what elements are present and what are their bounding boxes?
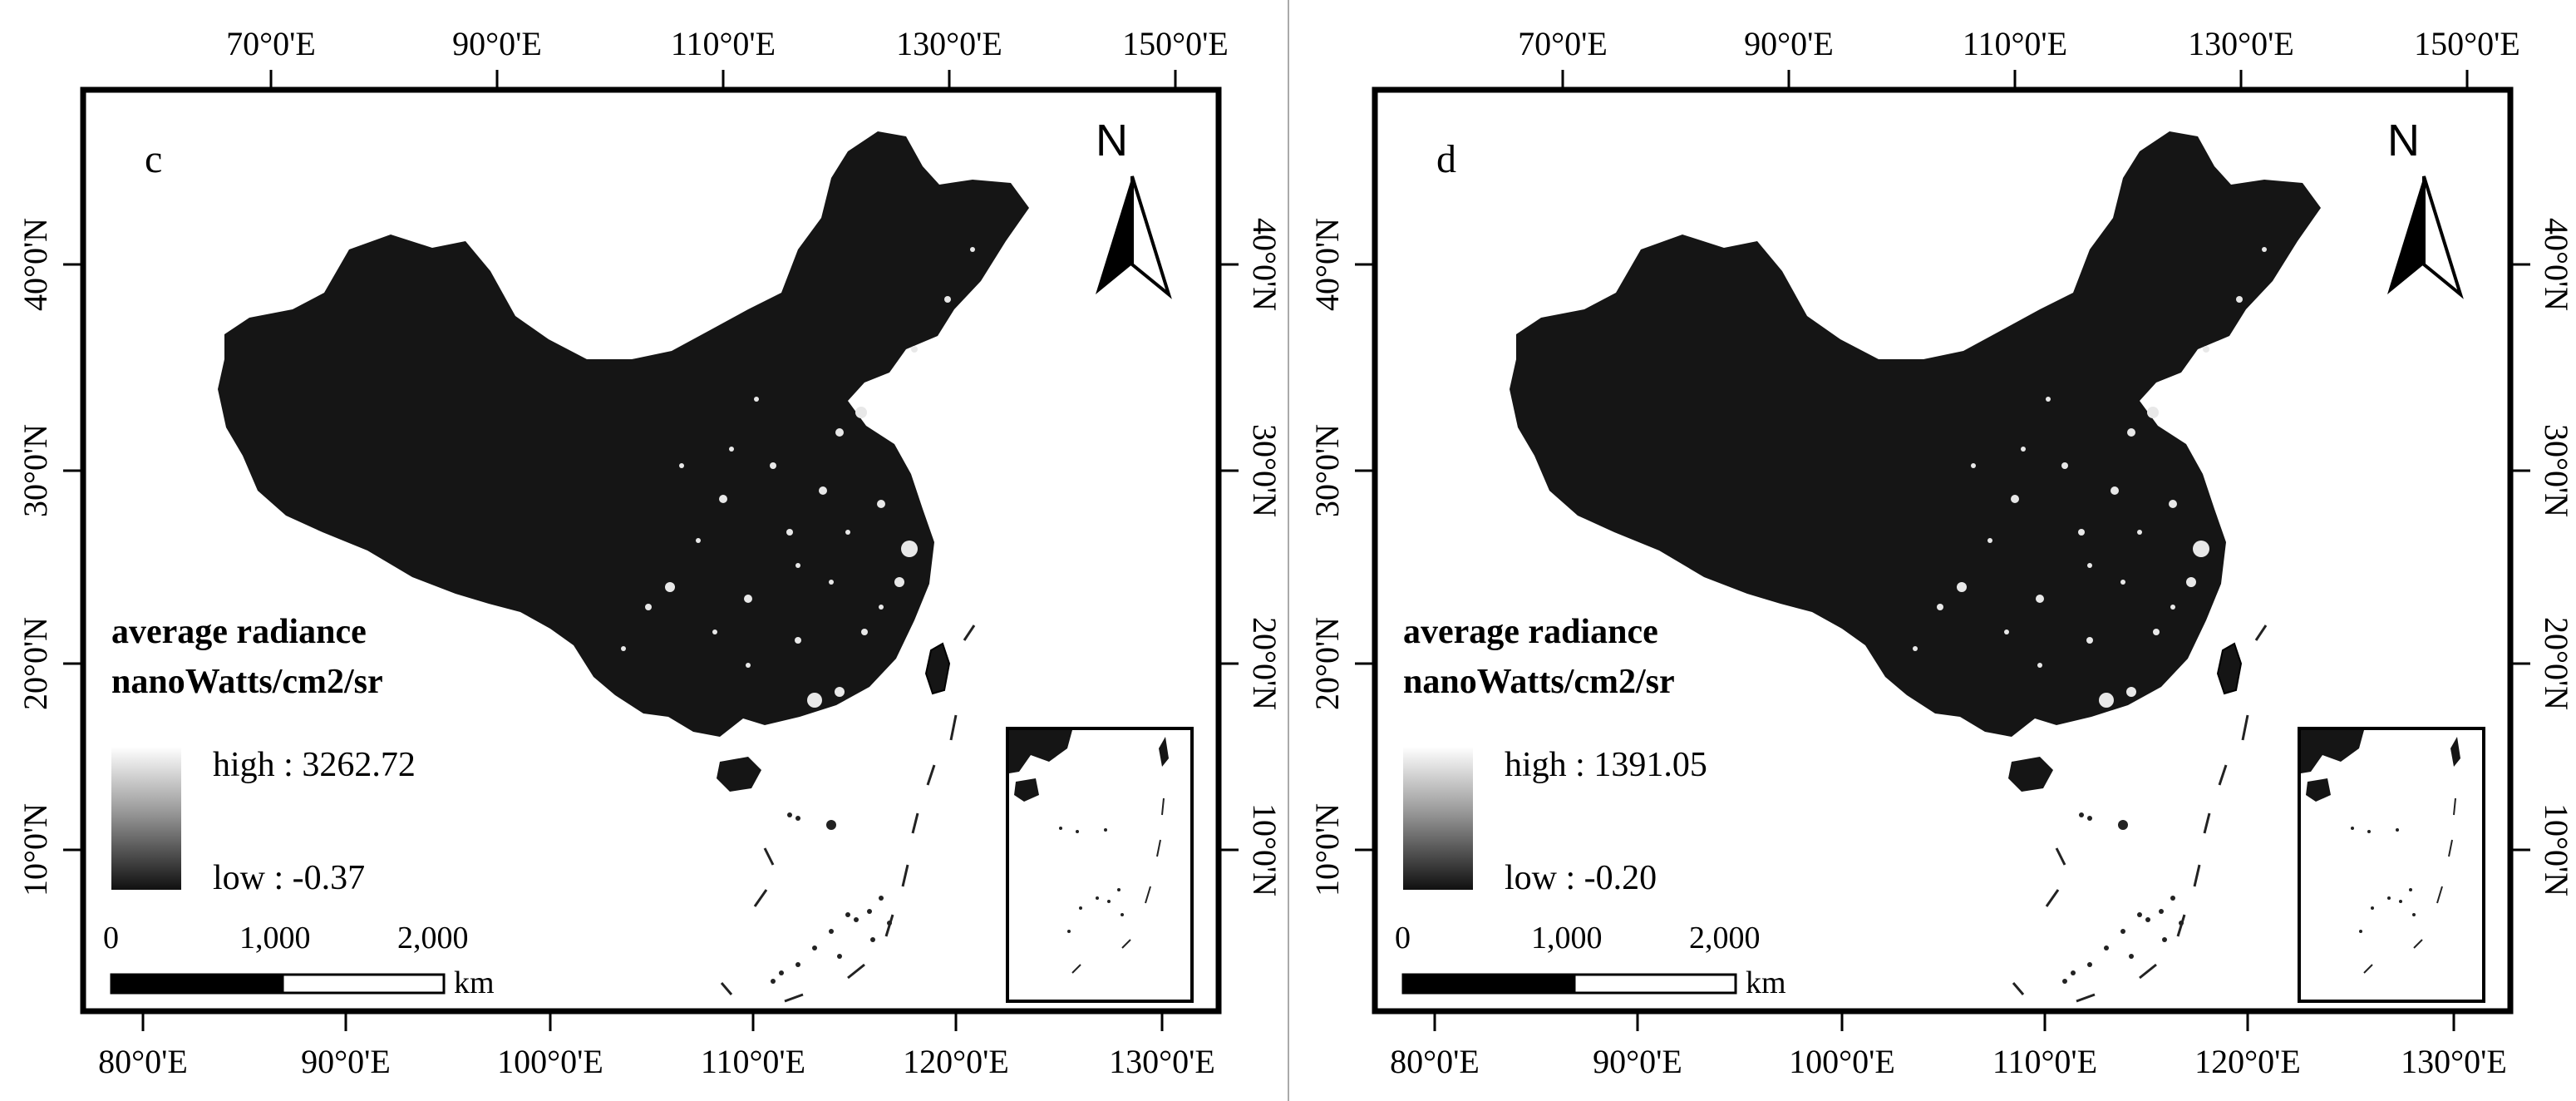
legend-high-label: high : 1391.05 (1505, 746, 1707, 784)
scale-tick-label: 1,000 (1531, 921, 1603, 955)
top-axis-label: 70°0'E (1518, 25, 1608, 62)
map-panel-c: 70°0'E 90°0'E 110°0'E 130°0'E 150°0'E 80… (0, 0, 1284, 1101)
right-axis-label: 40°0'N (1246, 218, 1283, 311)
south-china-sea-inset (1006, 727, 1194, 1003)
scale-tick-label: 2,000 (1689, 921, 1761, 955)
top-ticks (1561, 70, 2469, 90)
scale-bar (1401, 973, 1737, 995)
right-axis-label: 40°0'N (2538, 218, 2575, 311)
scale-bar (110, 973, 446, 995)
scale-tick-label: 2,000 (397, 921, 469, 955)
north-arrow-icon (1096, 175, 1172, 299)
top-axis-label: 90°0'E (1744, 25, 1834, 62)
legend-low-label: low : -0.20 (1505, 859, 1657, 897)
right-axis-label: 10°0'N (1246, 803, 1283, 896)
bottom-axis-label: 120°0'E (2194, 1043, 2301, 1080)
right-axis-label: 20°0'N (1246, 617, 1283, 710)
left-axis-label: 10°0'N (1308, 803, 1346, 896)
taiwan-island (924, 642, 951, 695)
china-landmass (218, 131, 1029, 737)
legend-high-label: high : 3262.72 (213, 746, 416, 784)
bottom-axis-label: 130°0'E (1109, 1043, 1215, 1080)
legend-color-ramp (111, 747, 181, 890)
city-lights (1913, 247, 2267, 708)
left-ticks (1355, 263, 1375, 852)
top-axis-label: 70°0'E (226, 25, 316, 62)
legend-title-line2: nanoWatts/cm2/sr (1403, 663, 1675, 701)
left-ticks (63, 263, 83, 852)
legend-low-label: low : -0.37 (213, 859, 366, 897)
sea-islands (771, 812, 892, 984)
left-axis-label: 30°0'N (1308, 424, 1346, 517)
panel-letter: d (1436, 137, 1456, 181)
north-arrow-icon (2387, 175, 2464, 299)
left-axis-label: 40°0'N (1308, 218, 1346, 311)
bottom-axis-label: 90°0'E (301, 1043, 391, 1080)
top-ticks (269, 70, 1177, 90)
panel-divider (1288, 0, 1289, 1101)
bottom-axis-label: 120°0'E (903, 1043, 1009, 1080)
left-axis-label: 10°0'N (17, 803, 54, 896)
right-axis-label: 20°0'N (2538, 617, 2575, 710)
right-axis-label: 30°0'N (2538, 424, 2575, 517)
bottom-axis-label: 80°0'E (1390, 1043, 1480, 1080)
south-china-sea-inset (2298, 727, 2485, 1003)
legend-title: average radiance nanoWatts/cm2/sr (111, 607, 383, 707)
north-label: N (2387, 116, 2420, 165)
right-axis-label: 30°0'N (1246, 424, 1283, 517)
scale-tick-label: 1,000 (239, 921, 311, 955)
city-lights (621, 247, 975, 708)
scale-tick-label: 0 (103, 921, 119, 955)
scale-tick-label: 0 (1395, 921, 1411, 955)
hainan-island (2008, 757, 2053, 792)
bottom-axis-label: 130°0'E (2401, 1043, 2507, 1080)
right-ticks (1219, 263, 1239, 852)
top-axis-label: 130°0'E (2188, 25, 2294, 62)
sea-islands (2062, 812, 2184, 984)
taiwan-island (2216, 642, 2243, 695)
bottom-ticks (141, 1011, 1164, 1031)
scale-unit-label: km (454, 965, 495, 1000)
panel-letter: c (145, 137, 163, 181)
left-axis-label: 20°0'N (17, 617, 54, 710)
bottom-axis-label: 110°0'E (1992, 1043, 2097, 1080)
top-axis-label: 110°0'E (671, 25, 776, 62)
legend-title-line2: nanoWatts/cm2/sr (111, 663, 383, 701)
top-axis-label: 150°0'E (2414, 25, 2520, 62)
map-canvas: 70°0'E 90°0'E 110°0'E 130°0'E 150°0'E 80… (17, 25, 1283, 1080)
china-landmass (1510, 131, 2321, 737)
bottom-ticks (1433, 1011, 2455, 1031)
legend-title-line1: average radiance (1403, 613, 1658, 651)
scale-unit-label: km (1746, 965, 1786, 1000)
right-ticks (2510, 263, 2530, 852)
north-label: N (1096, 116, 1128, 165)
top-axis-label: 150°0'E (1122, 25, 1229, 62)
top-axis-label: 130°0'E (896, 25, 1002, 62)
map-panel-d: 70°0'E 90°0'E 110°0'E 130°0'E 150°0'E 80… (1292, 0, 2576, 1101)
left-axis-label: 30°0'N (17, 424, 54, 517)
bottom-axis-label: 90°0'E (1593, 1043, 1682, 1080)
map-canvas: 70°0'E 90°0'E 110°0'E 130°0'E 150°0'E 80… (1308, 25, 2575, 1080)
legend-title: average radiance nanoWatts/cm2/sr (1403, 607, 1675, 707)
left-axis-label: 20°0'N (1308, 617, 1346, 710)
bottom-axis-label: 80°0'E (98, 1043, 188, 1080)
top-axis-label: 90°0'E (452, 25, 542, 62)
right-axis-label: 10°0'N (2538, 803, 2575, 896)
legend-color-ramp (1403, 747, 1473, 890)
hainan-island (717, 757, 761, 792)
bottom-axis-label: 110°0'E (701, 1043, 805, 1080)
top-axis-label: 110°0'E (1963, 25, 2067, 62)
legend-title-line1: average radiance (111, 613, 367, 651)
left-axis-label: 40°0'N (17, 218, 54, 311)
bottom-axis-label: 100°0'E (1789, 1043, 1895, 1080)
bottom-axis-label: 100°0'E (497, 1043, 603, 1080)
